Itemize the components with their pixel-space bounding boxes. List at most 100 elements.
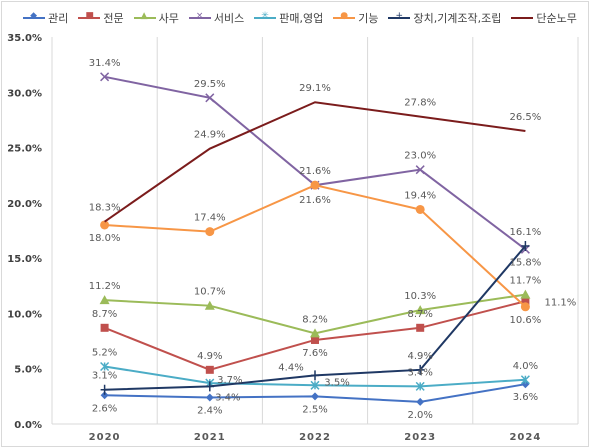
data-label: 5.2% <box>92 348 117 359</box>
x-tick-label: 2023 <box>404 432 436 443</box>
circle-marker <box>310 180 320 190</box>
circle-marker <box>520 302 530 312</box>
square-marker <box>416 323 425 332</box>
data-label: 11.1% <box>545 297 577 308</box>
x-marker <box>415 165 425 175</box>
data-label: 29.5% <box>194 79 226 90</box>
legend-swatch-icon: ✳ <box>254 11 277 21</box>
x-tick-label: 2024 <box>509 432 541 443</box>
data-label: 3.7% <box>217 375 242 386</box>
data-label: 23.0% <box>404 151 436 162</box>
legend-swatch-icon: ● <box>333 11 356 21</box>
asterisk-marker <box>100 361 110 372</box>
triangle-marker <box>310 328 320 338</box>
legend: ◆ 관리 ■ 전문 ▲ 사무 × 서비스 ✳ 판매,영업 ● 기능 + 장치,기계조작,조립 단순노무 <box>0 10 600 26</box>
square-marker <box>205 365 214 374</box>
triangle-marker <box>520 289 531 299</box>
data-label: 4.4% <box>278 362 303 373</box>
data-label: 4.9% <box>197 351 222 362</box>
square-marker <box>311 335 319 344</box>
legend-item: ✳ 판매,영업 <box>254 10 323 26</box>
data-label: 3.4% <box>407 367 432 378</box>
legend-label: 기능 <box>358 12 379 25</box>
legend-item: ▲ 사무 <box>133 10 179 26</box>
asterisk-marker <box>415 381 425 391</box>
data-label: 2.0% <box>407 410 432 421</box>
legend-label: 서비스 <box>213 12 245 25</box>
legend-item: 단순노무 <box>511 10 577 26</box>
x-tick-label: 2020 <box>89 432 121 443</box>
data-label: 19.4% <box>404 190 436 201</box>
data-label: 4.9% <box>407 351 432 362</box>
data-label: 31.4% <box>89 58 121 69</box>
square-marker <box>100 323 109 332</box>
data-label: 10.7% <box>194 287 226 298</box>
legend-label: 사무 <box>158 12 179 25</box>
data-label: 17.4% <box>194 213 226 224</box>
data-label: 8.2% <box>302 314 327 325</box>
data-label: 21.6% <box>299 195 331 206</box>
data-label: 18.3% <box>89 203 121 214</box>
circle-marker <box>415 204 425 214</box>
x-marker <box>205 93 215 103</box>
legend-swatch-icon: ◆ <box>23 11 46 21</box>
data-label: 3.4% <box>215 392 240 403</box>
y-tick-label: 5.0% <box>14 365 42 376</box>
data-label: 8.7% <box>407 309 432 320</box>
legend-item: ● 기능 <box>333 10 378 26</box>
plus-marker <box>416 364 425 375</box>
asterisk-marker <box>310 380 320 390</box>
diamond-marker <box>205 393 214 402</box>
triangle-marker <box>415 305 426 315</box>
legend-swatch-icon: + <box>388 11 411 21</box>
data-label: 2.5% <box>302 404 327 415</box>
chart-frame <box>1 1 589 447</box>
y-tick-label: 35.0% <box>7 33 42 44</box>
data-label: 27.8% <box>404 98 436 109</box>
legend-swatch-icon: ▲ <box>133 11 156 21</box>
legend-item: ■ 전문 <box>78 10 124 26</box>
data-label: 26.5% <box>510 112 542 123</box>
legend-label: 판매,영업 <box>279 12 324 25</box>
plus-marker <box>205 381 214 392</box>
diamond-marker <box>311 392 319 401</box>
data-label: 29.1% <box>299 83 331 94</box>
data-label: 18.0% <box>89 233 121 244</box>
x-tick-label: 2021 <box>194 432 226 443</box>
legend-swatch-icon: × <box>188 11 211 21</box>
legend-label: 단순노무 <box>536 12 577 25</box>
data-label: 24.9% <box>194 130 226 141</box>
y-tick-label: 25.0% <box>7 144 42 155</box>
data-label: 11.2% <box>89 281 121 292</box>
data-label: 21.6% <box>299 166 331 177</box>
legend-item: ◆ 관리 <box>23 10 68 26</box>
legend-label: 장치,기계조작,조립 <box>413 12 502 25</box>
plus-marker <box>521 240 530 251</box>
legend-item: + 장치,기계조작,조립 <box>388 10 501 26</box>
circle-marker <box>205 227 215 237</box>
plus-marker <box>311 370 319 381</box>
diamond-marker <box>416 397 425 406</box>
data-label: 3.6% <box>513 392 538 403</box>
square-marker <box>521 297 530 306</box>
data-label: 4.0% <box>513 361 538 372</box>
legend-swatch-icon: ■ <box>78 11 101 21</box>
data-label: 7.6% <box>302 348 327 359</box>
data-label: 10.3% <box>404 291 436 302</box>
diamond-marker <box>100 391 109 400</box>
y-tick-label: 0.0% <box>14 420 42 431</box>
data-label: 8.7% <box>92 309 117 320</box>
x-marker <box>100 72 110 82</box>
data-label: 10.6% <box>510 315 542 326</box>
y-tick-label: 10.0% <box>7 309 42 320</box>
y-tick-label: 15.0% <box>7 254 42 265</box>
legend-label: 전문 <box>103 12 124 25</box>
plus-marker <box>100 384 109 395</box>
data-label: 2.4% <box>197 405 222 416</box>
legend-label: 관리 <box>48 12 69 25</box>
data-label: 3.1% <box>92 371 117 382</box>
data-label: 15.8% <box>510 257 542 268</box>
data-label: 3.5% <box>324 377 349 388</box>
y-tick-label: 30.0% <box>7 88 42 99</box>
